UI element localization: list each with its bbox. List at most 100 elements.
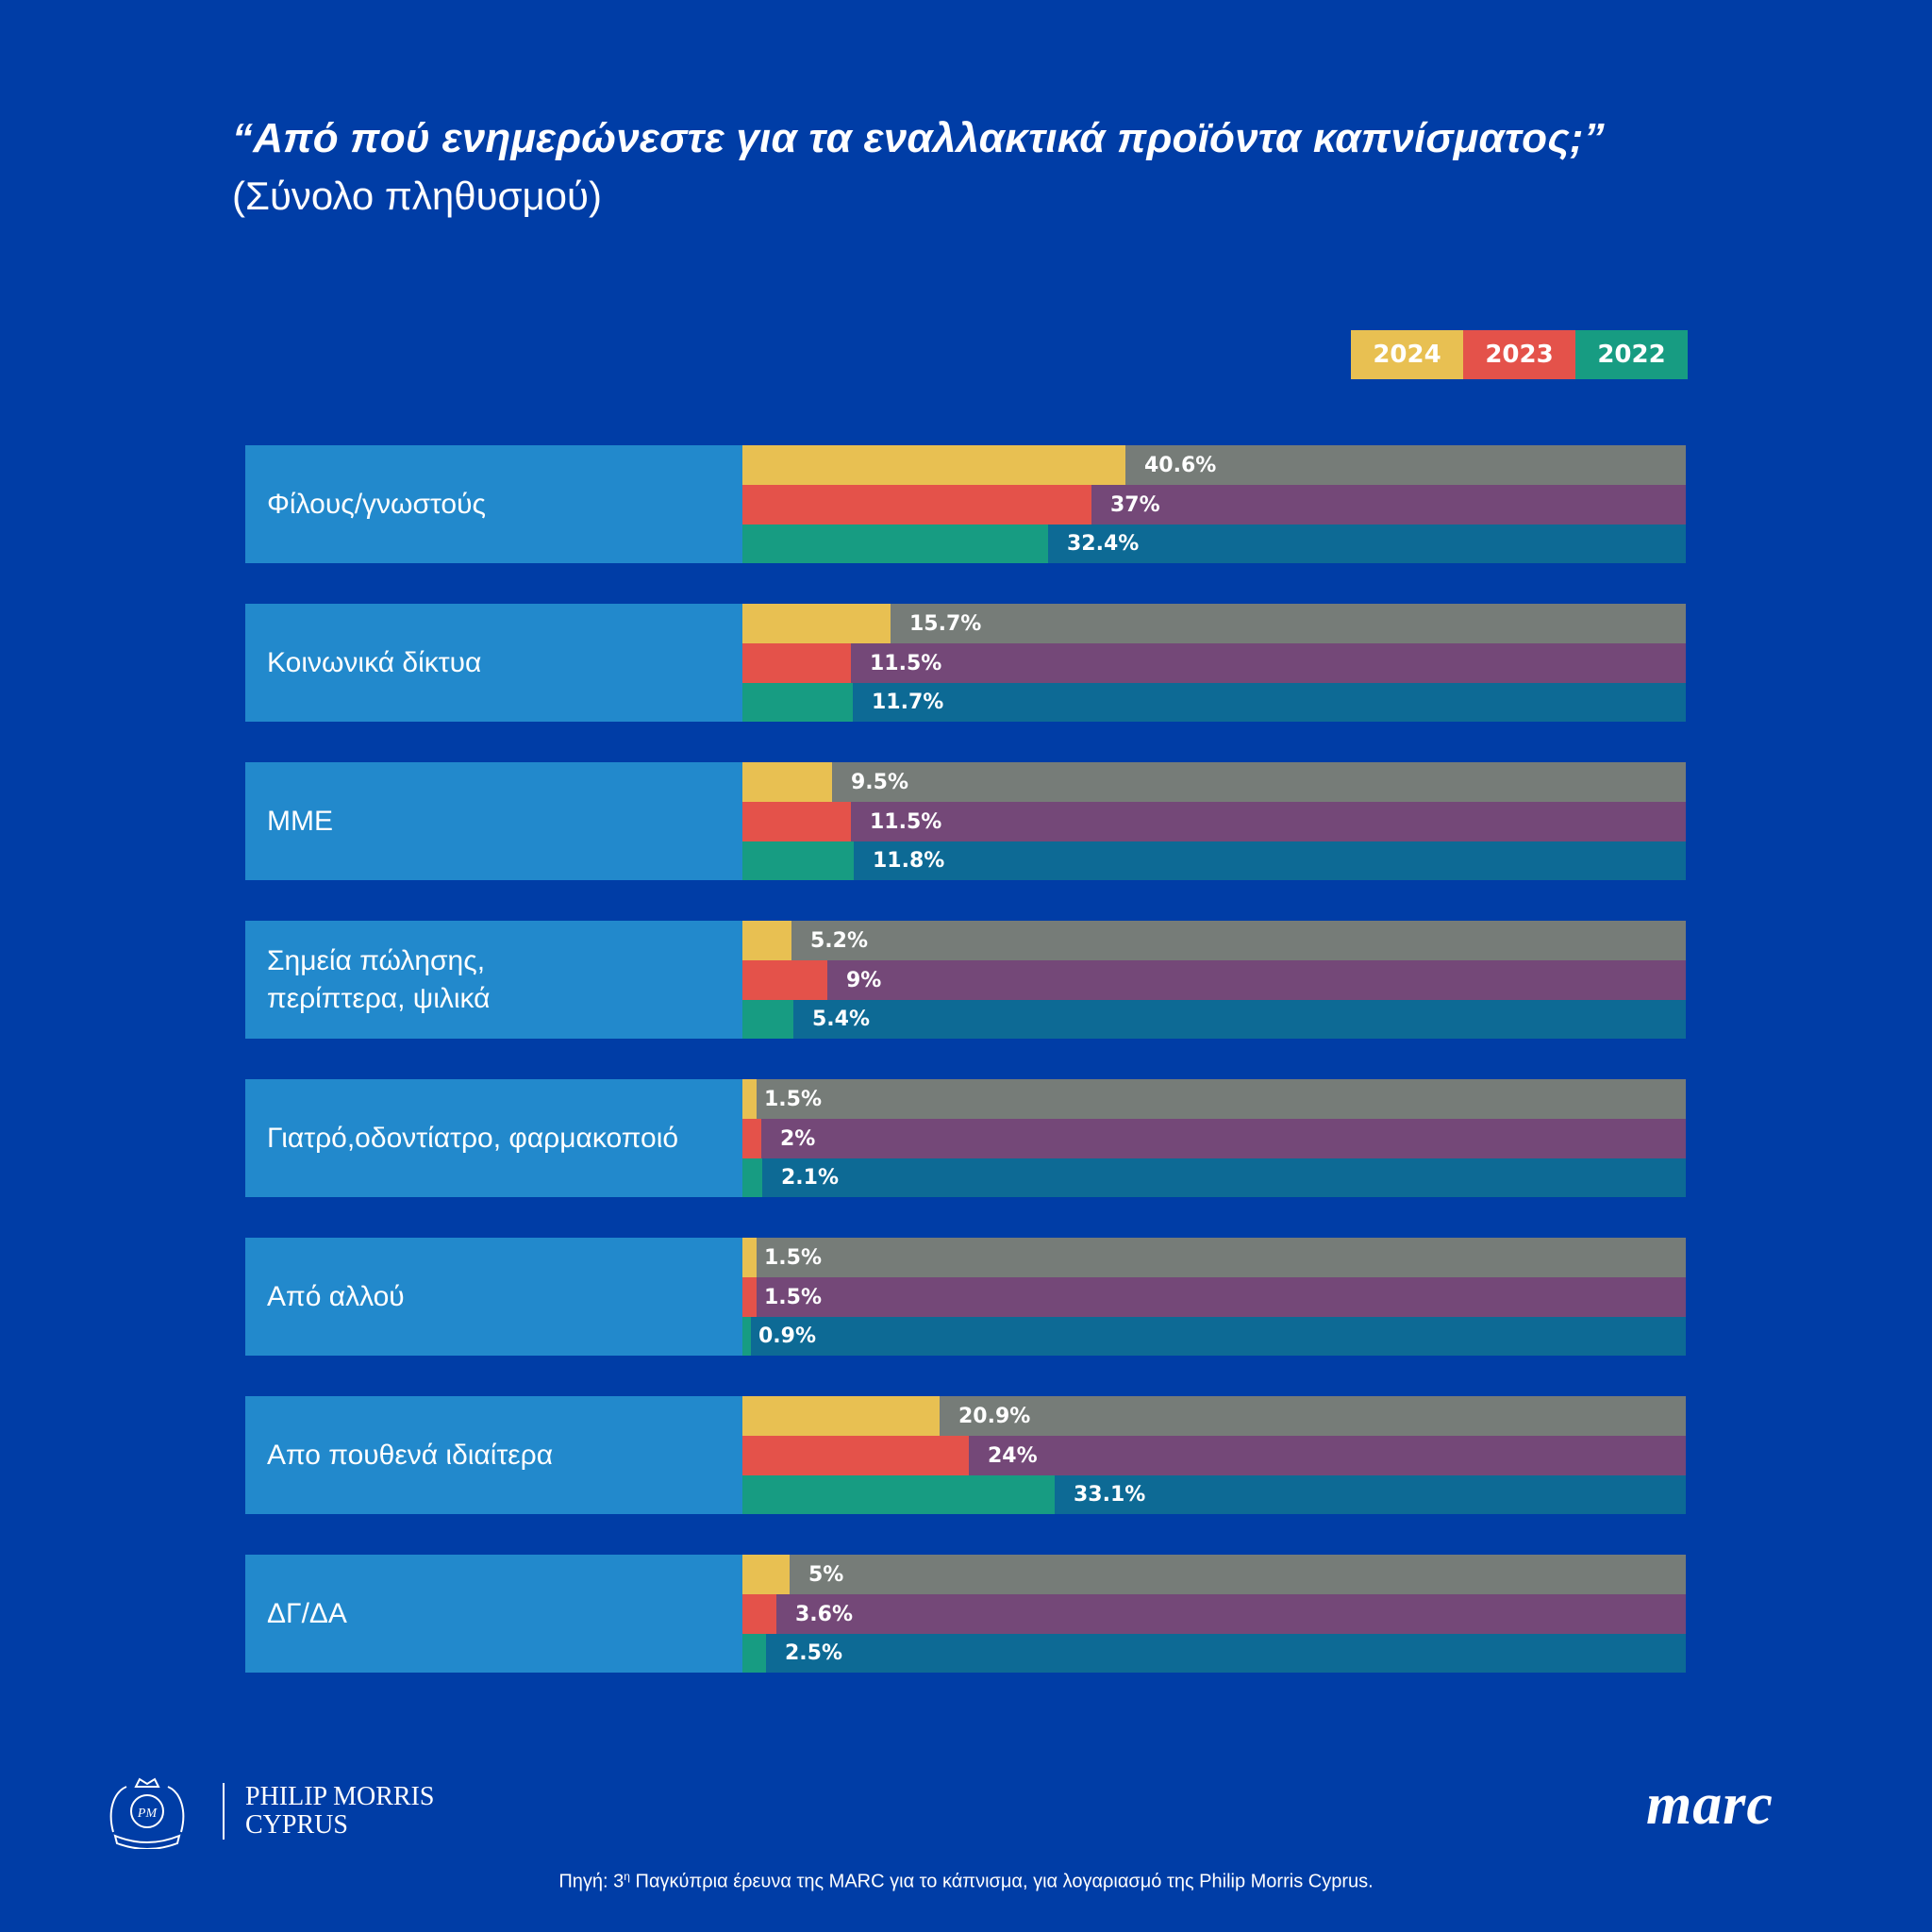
bar-track-2024: 1.5% [742,1238,1686,1277]
data-label-2022: 5.4% [812,1008,871,1031]
category-group: Γιατρό,οδοντίατρο, φαρμακοποιό 1.5% 2% 2.1% [245,1079,1686,1197]
data-label-2023: 24% [988,1443,1038,1468]
bar-2023 [742,960,827,1000]
category-group: ΜΜΕ 9.5% 11.5% 11.8% [245,762,1686,880]
data-label-2023: 11.5% [870,809,942,834]
bar-track-2024: 20.9% [742,1396,1686,1436]
bar-2023 [742,1594,776,1634]
logo-divider [223,1783,225,1840]
bar-track-2022: 0.9% [742,1317,1686,1356]
bar-2023 [742,1436,969,1475]
legend-item-2024: 2024 [1351,330,1463,379]
data-label-2022: 2.1% [781,1166,840,1190]
category-group: Απο πουθενά ιδιαίτερα 20.9% 24% 33.1% [245,1396,1686,1514]
category-label: Απο πουθενά ιδιαίτερα [267,1439,554,1471]
category-group: Σημεία πώλησης, περίπτερα, ψιλικά 5.2% 9% 5… [245,921,1686,1039]
bar-2024 [742,1079,757,1119]
data-label-2024: 40.6% [1144,453,1217,477]
bar-track-2024: 5% [742,1555,1686,1594]
category-label-box: ΔΓ/ΔΑ [245,1555,742,1673]
data-label-2022: 0.9% [758,1324,817,1348]
brand-line-2: CYPRUS [245,1810,348,1840]
bar-2022 [742,1317,751,1356]
category-label: ΜΜΕ [267,805,333,837]
category-label-box: Σημεία πώλησης, περίπτερα, ψιλικά [245,921,742,1039]
data-label-2024: 1.5% [764,1087,823,1111]
bar-2023 [742,1119,761,1158]
data-label-2023: 3.6% [795,1602,854,1626]
category-group: ΔΓ/ΔΑ 5% 3.6% 2.5% [245,1555,1686,1673]
bar-track-2023: 11.5% [742,802,1686,841]
bar-2024 [742,762,832,802]
category-group: Φίλους/γνωστούς 40.6% 37% 32.4% [245,445,1686,563]
bar-track-2022: 2.1% [742,1158,1686,1197]
category-label: Φίλους/γνωστούς [267,488,486,520]
bar-2024 [742,445,1125,485]
bar-2023 [742,1277,757,1317]
category-label: ΔΓ/ΔΑ [267,1597,347,1629]
source-note: Πηγή: 3η Παγκύπρια έρευνα της MARC για τ… [0,1870,1932,1893]
category-label: Κοινωνικά δίκτυα [267,646,482,678]
bar-2022 [742,525,1048,563]
bar-track-2024: 5.2% [742,921,1686,960]
legend-item-2022: 2022 [1575,330,1688,379]
data-label-2024: 5% [808,1562,844,1587]
data-label-2023: 2% [780,1126,816,1151]
data-label-2023: 1.5% [764,1285,823,1309]
chart-subtitle: (Σύνολο πληθυσμού) [232,174,602,218]
data-label-2022: 32.4% [1067,532,1140,556]
bar-track-2023: 24% [742,1436,1686,1475]
bar-2022 [742,1000,793,1039]
source-text: Παγκύπρια έρευνα της MARC για το κάπνισμ… [629,1871,1374,1892]
bar-track-2022: 11.7% [742,683,1686,722]
bar-track-2024: 15.7% [742,604,1686,643]
bar-track-2023: 3.6% [742,1594,1686,1634]
data-label-2024: 9.5% [851,770,909,794]
category-label-box: Απο πουθενά ιδιαίτερα [245,1396,742,1514]
data-label-2023: 9% [846,968,882,992]
bar-2024 [742,1396,940,1436]
category-group: Από αλλού 1.5% 1.5% 0.9% [245,1238,1686,1356]
bar-track-2022: 2.5% [742,1634,1686,1673]
svg-text:PM: PM [137,1807,158,1821]
brand-line-1: PHILIP MORRIS [245,1782,435,1811]
bar-2022 [742,841,854,880]
chart-title: “Από πού ενημερώνεστε για τα εναλλακτικά… [232,115,1605,161]
data-label-2022: 33.1% [1074,1483,1146,1507]
bar-2024 [742,1555,790,1594]
bar-2024 [742,921,791,960]
category-label-box: Από αλλού [245,1238,742,1356]
bar-2024 [742,1238,757,1277]
source-prefix: Πηγή: 3 [558,1871,625,1892]
category-label-box: Γιατρό,οδοντίατρο, φαρμακοποιό [245,1079,742,1197]
bar-track-2023: 11.5% [742,643,1686,683]
bar-2022 [742,1158,762,1197]
bar-track-2023: 9% [742,960,1686,1000]
data-label-2024: 5.2% [810,928,869,953]
bar-track-2024: 40.6% [742,445,1686,485]
bar-2022 [742,1475,1055,1514]
data-label-2023: 37% [1110,492,1160,517]
category-label-box: ΜΜΕ [245,762,742,880]
bar-2023 [742,802,851,841]
brand-name: PHILIP MORRIS CYPRUS [245,1783,434,1840]
bar-track-2022: 5.4% [742,1000,1686,1039]
data-label-2024: 1.5% [764,1245,823,1270]
philip-morris-logo: PM PHILIP MORRIS CYPRUS [94,1774,434,1849]
category-group: Κοινωνικά δίκτυα 15.7% 11.5% 11.7% [245,604,1686,722]
data-label-2022: 11.7% [872,691,944,714]
bar-track-2022: 11.8% [742,841,1686,880]
bar-2024 [742,604,891,643]
data-label-2022: 11.8% [873,849,945,873]
category-label-box: Φίλους/γνωστούς [245,445,742,563]
category-label: Σημεία πώλησης, περίπτερα, ψιλικά [267,944,491,1014]
bar-track-2023: 37% [742,485,1686,525]
category-label-box: Κοινωνικά δίκτυα [245,604,742,722]
data-label-2024: 20.9% [958,1404,1031,1428]
crest-icon: PM [109,1777,185,1849]
legend: 2024 2023 2022 [1351,330,1688,379]
category-label: Από αλλού [267,1280,405,1312]
legend-item-2023: 2023 [1463,330,1575,379]
source-superscript: η [624,1870,630,1883]
bar-track-2022: 32.4% [742,525,1686,563]
